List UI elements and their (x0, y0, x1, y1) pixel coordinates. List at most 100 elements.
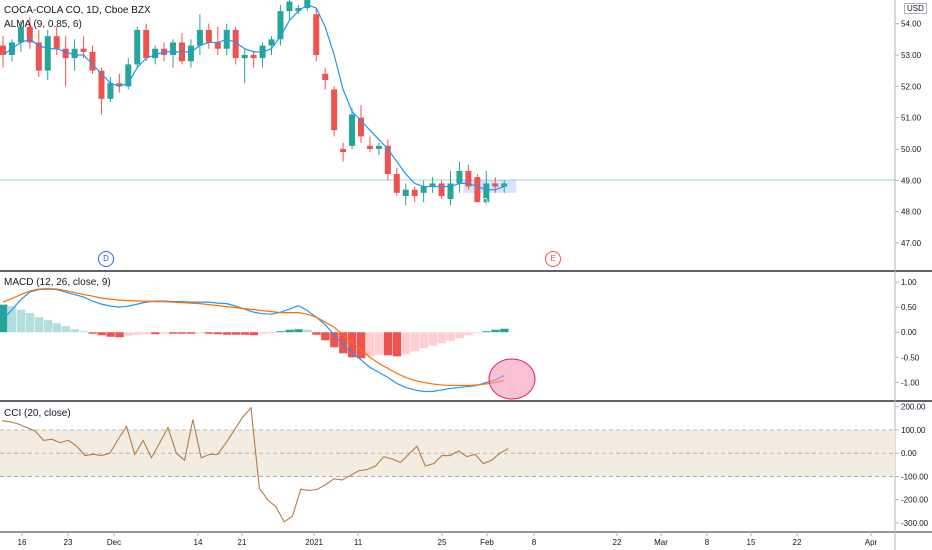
macd-histogram-bar (500, 328, 509, 333)
macd-histogram-bar (7, 306, 17, 333)
candle-body (196, 29, 203, 46)
dividend-event-icon[interactable]: D (98, 251, 114, 267)
macd-histogram-bar (178, 332, 187, 334)
cci-tick-label: 200.00 (901, 403, 926, 412)
price-tick-label: 50.00 (901, 145, 922, 154)
candle-body (187, 45, 194, 62)
macd-histogram-bar (482, 331, 491, 333)
macd-histogram-bar (240, 332, 250, 335)
candle-body (295, 8, 302, 12)
macd-histogram-bar (383, 332, 393, 356)
cci-tick-label: -200.00 (901, 496, 929, 505)
macd-histogram-bar (61, 326, 71, 333)
candle-body (375, 145, 382, 149)
macd-indicator-label[interactable]: MACD (12, 26, close, 9) (4, 277, 111, 288)
currency-label[interactable]: USD (904, 3, 927, 14)
macd-histogram-bar (34, 317, 44, 333)
candle-body (366, 145, 373, 149)
candle-body (438, 183, 445, 196)
macd-histogram-bar (401, 332, 411, 355)
macd-histogram-bar (374, 332, 384, 355)
macd-histogram-bar (204, 332, 214, 334)
candle-body (286, 1, 293, 12)
macd-histogram-bar (16, 309, 26, 333)
macd-histogram-bar (213, 332, 223, 335)
price-tick-label: 51.00 (901, 114, 922, 123)
alma-indicator-label[interactable]: ALMA (9, 0.85, 6) (4, 19, 82, 30)
macd-histogram-bar (25, 313, 35, 333)
macd-histogram-bar (43, 320, 53, 333)
cci-tick-label: 100.00 (901, 426, 926, 435)
macd-histogram-bar (115, 332, 124, 338)
candle-body (322, 73, 329, 81)
macd-histogram-bar (446, 332, 455, 341)
macd-histogram-bar (410, 332, 420, 352)
time-tick-label: 16 (18, 538, 27, 547)
cci-tick-label: -300.00 (901, 519, 929, 528)
candle-body (44, 36, 51, 71)
macd-histogram-bar (231, 332, 241, 335)
candle-body (0, 45, 6, 55)
candle-body (116, 83, 123, 87)
macd-histogram-bar (186, 332, 196, 334)
candle-body (349, 114, 356, 146)
earnings-event-icon[interactable]: E (545, 251, 561, 267)
time-tick-label: 11 (354, 538, 363, 547)
macd-histogram-bar (97, 332, 106, 336)
candle-body (17, 26, 24, 43)
candle-body (331, 89, 338, 131)
macd-histogram-bar (195, 332, 205, 334)
candle-body (277, 11, 284, 40)
price-tick-label: 47.00 (901, 239, 922, 248)
macd-histogram-bar (151, 332, 160, 335)
macd-histogram-bar (348, 332, 357, 358)
price-tick-label: 54.00 (901, 20, 922, 29)
candle-body (384, 145, 391, 175)
candle-body (358, 117, 364, 137)
macd-histogram-bar (160, 332, 169, 334)
time-tick-label: 21 (238, 538, 247, 547)
candle-body (205, 29, 212, 43)
candle-body (89, 51, 96, 71)
macd-histogram-bar (303, 329, 312, 333)
macd-histogram-bar (455, 332, 464, 339)
symbol-title[interactable]: COCA-COLA CO, 1D, Cboe BZX (4, 5, 151, 16)
candle-body (501, 183, 508, 187)
candle-body (474, 177, 481, 203)
candle-body (313, 14, 320, 55)
cci-indicator-label[interactable]: CCI (20, close) (4, 408, 71, 419)
price-tick-label: 53.00 (901, 51, 922, 60)
candle-body (107, 83, 114, 99)
candle-body (465, 170, 472, 187)
macd-histogram-bar (294, 329, 303, 333)
candle-body (53, 36, 60, 49)
candle-body (170, 42, 177, 55)
candle-body (241, 54, 248, 59)
macd-histogram-bar (419, 332, 429, 349)
macd-histogram-bar (428, 332, 437, 346)
macd-histogram-bar (357, 332, 366, 359)
time-tick-label: Feb (480, 538, 494, 547)
macd-histogram-bar (464, 332, 473, 336)
macd-histogram-bar (491, 329, 500, 333)
macd-histogram-bar (285, 329, 294, 333)
candle-body (214, 42, 221, 49)
candle-body (125, 64, 132, 87)
macd-histogram-bar (365, 332, 375, 357)
candle-body (456, 170, 463, 184)
time-tick-label: 15 (747, 538, 756, 547)
macd-histogram-bar (79, 331, 88, 333)
candle-body (268, 39, 275, 46)
candle-body (483, 183, 490, 203)
macd-histogram-bar (392, 332, 402, 357)
candle-body (143, 29, 150, 59)
macd-histogram-bar (88, 332, 97, 334)
candle-body (402, 189, 409, 196)
time-tick-label: 23 (64, 538, 73, 547)
candle-body (429, 183, 436, 187)
macd-histogram-bar (52, 323, 62, 333)
macd-histogram-bar (437, 332, 446, 344)
time-tick-label: Apr (865, 538, 878, 547)
time-tick-label: 8 (532, 538, 537, 547)
